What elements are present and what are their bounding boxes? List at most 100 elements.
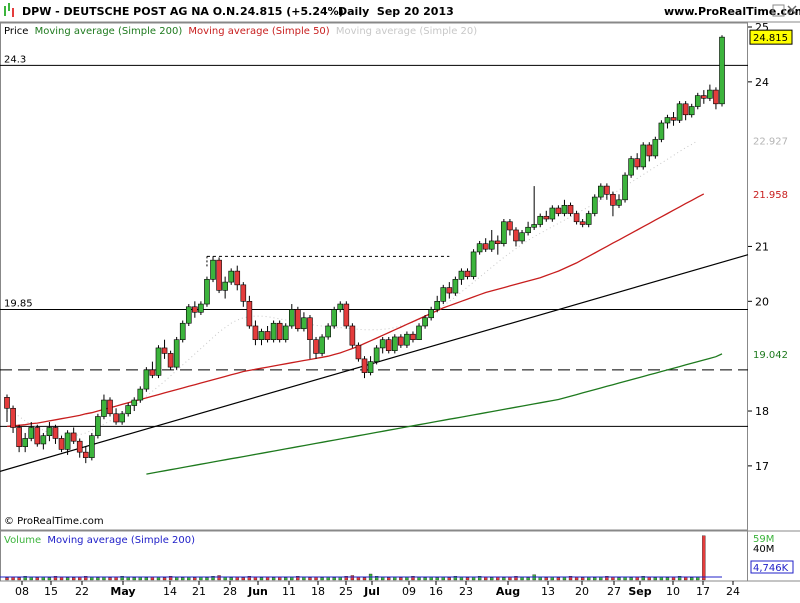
x-tick-label: 18 <box>311 585 325 598</box>
volume-bar <box>447 577 451 581</box>
x-tick-label: 23 <box>459 585 473 598</box>
volume-bar <box>641 576 645 581</box>
candle-body <box>301 317 307 330</box>
x-tick-label: 28 <box>223 585 237 598</box>
candle-body <box>634 158 640 168</box>
x-tick-label: 17 <box>696 585 710 598</box>
indicator-lines <box>0 140 749 475</box>
price-tag-box <box>750 346 792 361</box>
candle-body <box>670 117 677 121</box>
candle-body <box>216 259 222 291</box>
legend-price-label: Price <box>4 26 28 37</box>
volume-tag-box <box>751 532 793 544</box>
candle-body <box>240 284 247 302</box>
level-label: 19.85 <box>4 299 33 310</box>
volume-bar <box>411 576 415 581</box>
candle-body <box>616 199 622 206</box>
x-tick-label: 21 <box>192 585 206 598</box>
x-tick-label: 08 <box>15 585 29 598</box>
legend-ma50-label: Moving average (Simple 50) <box>188 26 329 37</box>
candle-body <box>58 438 65 450</box>
candle-body <box>531 224 537 228</box>
candle-body <box>246 300 253 327</box>
candle-body <box>701 95 707 99</box>
volume-bar <box>544 577 548 581</box>
x-tick-label: 20 <box>575 585 589 598</box>
candle-body <box>367 361 374 373</box>
level-label: 24.3 <box>4 54 26 65</box>
legend-vol-ma-label: Moving average (Simple 200) <box>47 535 195 546</box>
candle-body <box>398 336 404 346</box>
volume-bar <box>490 577 494 581</box>
candle-body <box>113 413 119 423</box>
price-tag-box <box>749 29 793 45</box>
volume-bar <box>247 576 252 581</box>
volume-bar <box>308 577 312 581</box>
volume-bar <box>605 576 609 581</box>
volume-bar <box>477 576 482 581</box>
candle-body <box>131 399 138 406</box>
volume-bar <box>580 577 585 581</box>
volume-bar <box>168 576 173 581</box>
x-tick-label: 14 <box>163 585 177 598</box>
volume-bar <box>344 576 348 581</box>
candle-body <box>501 221 507 244</box>
candle-body <box>458 270 465 280</box>
candle-body <box>76 440 83 453</box>
window-controls[interactable] <box>772 4 797 17</box>
volume-bar <box>65 577 70 581</box>
candle-body <box>379 339 386 349</box>
candle-body <box>282 325 289 341</box>
volume-bar <box>229 577 233 581</box>
volume-bar <box>350 575 355 581</box>
maximize-icon[interactable] <box>772 4 785 17</box>
legend-volume-label: Volume <box>4 535 41 546</box>
candle-body <box>34 427 41 445</box>
candle-body <box>307 317 313 341</box>
volume-bar <box>593 577 597 581</box>
candle-body <box>476 243 483 253</box>
candle-body <box>337 303 344 310</box>
candle-body <box>46 427 53 437</box>
candle-body <box>640 144 647 168</box>
candle-body <box>573 213 580 223</box>
candle-body <box>198 303 204 313</box>
volume-tag-label: 40M <box>753 544 774 555</box>
x-tick-label: Sep <box>628 585 651 598</box>
candle-body <box>585 213 592 225</box>
candle-body <box>270 322 277 341</box>
x-tick-label: 24 <box>726 585 740 598</box>
candle-body <box>161 347 168 354</box>
volume-legend: Volume Moving average (Simple 200) <box>4 535 195 546</box>
volume-bar <box>193 577 197 581</box>
volume-bar <box>72 577 76 581</box>
candle-body <box>537 215 544 225</box>
candle-body <box>210 259 216 280</box>
volume-tag-box <box>750 560 794 574</box>
volume-tag-box <box>751 542 793 554</box>
candle-body <box>192 306 198 313</box>
candle-body <box>549 207 556 220</box>
candle-body <box>204 279 210 305</box>
candle-body <box>416 325 422 341</box>
candle-body <box>404 333 410 346</box>
x-tick-label: 22 <box>75 585 89 598</box>
site-link[interactable]: www.ProRealTime.com <box>664 5 800 18</box>
candle-body <box>707 89 713 99</box>
candle-body <box>89 435 95 458</box>
volume-bar <box>453 576 458 581</box>
candle-body <box>107 399 113 415</box>
volume-bar <box>23 576 27 581</box>
candle-body <box>101 399 107 417</box>
candle-body <box>331 309 338 327</box>
volume-bar <box>271 577 276 581</box>
candle-body <box>288 309 295 327</box>
candle-body <box>295 309 301 330</box>
candle-body <box>694 95 701 107</box>
candle-body <box>313 339 319 354</box>
candle-body <box>167 353 174 368</box>
candle-body <box>719 36 725 105</box>
volume-bar <box>96 577 100 581</box>
